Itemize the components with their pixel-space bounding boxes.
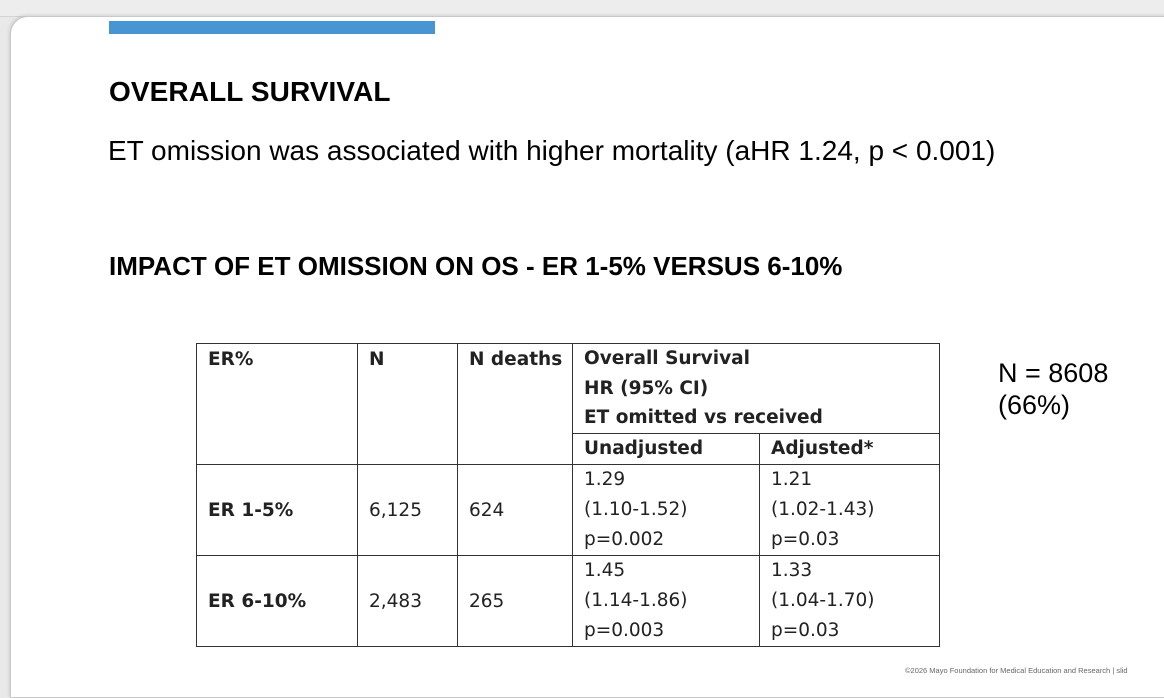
- unadjusted-p: p=0.003: [584, 620, 665, 641]
- header-os-line3: ET omitted vs received: [584, 407, 823, 428]
- header-n-deaths-label: N deaths: [469, 349, 563, 370]
- row-n: 2,483: [357, 555, 458, 647]
- row-adjusted: 1.33 (1.04-1.70) p=0.03: [759, 555, 940, 647]
- adjusted-hr: 1.33: [771, 560, 813, 581]
- unadjusted-p: p=0.002: [584, 529, 665, 550]
- adjusted-p: p=0.03: [771, 529, 840, 550]
- unadjusted-ci: (1.10-1.52): [584, 499, 688, 520]
- header-er: ER%: [196, 343, 358, 465]
- results-table: ER% N N deaths Overall Survival HR (95% …: [196, 343, 940, 647]
- header-os-line2: HR (95% CI): [584, 377, 709, 399]
- copyright-footer: ©2026 Mayo Foundation for Medical Educat…: [905, 666, 1128, 675]
- table-row: ER 6-10% 2,483 265 1.45 (1.14-1.86) p=0.…: [196, 555, 940, 647]
- adjusted-ci: (1.04-1.70): [771, 590, 875, 611]
- row-n: 6,125: [357, 464, 458, 556]
- header-er-label: ER%: [208, 349, 254, 370]
- row-er: ER 6-10%: [196, 555, 358, 647]
- row-er: ER 1-5%: [196, 464, 358, 556]
- header-n-label: N: [369, 349, 385, 370]
- table-subheader-row: Unadjusted Adjusted*: [197, 433, 940, 465]
- adjusted-ci: (1.02-1.43): [771, 499, 875, 520]
- row-unadjusted: 1.29 (1.10-1.52) p=0.002: [572, 464, 760, 556]
- row-adjusted: 1.21 (1.02-1.43) p=0.03: [759, 464, 940, 556]
- lead-text: ET omission was associated with higher m…: [108, 135, 996, 166]
- adjusted-p: p=0.03: [771, 620, 840, 641]
- header-unadjusted-label: Unadjusted: [584, 438, 704, 459]
- row-n-deaths: 624: [457, 464, 573, 556]
- table-heading: IMPACT OF ET OMISSION ON OS - ER 1-5% VE…: [109, 251, 843, 281]
- accent-bar: [109, 21, 435, 34]
- adjusted-hr: 1.21: [771, 469, 813, 490]
- unadjusted-hr: 1.45: [584, 560, 626, 581]
- header-n: N: [357, 343, 458, 465]
- unadjusted-hr: 1.29: [584, 469, 626, 490]
- row-unadjusted: 1.45 (1.14-1.86) p=0.003: [572, 555, 760, 647]
- sample-size-note: N = 8608 (66%): [998, 357, 1108, 421]
- header-adjusted: Adjusted*: [759, 433, 940, 465]
- header-n-deaths: N deaths: [457, 343, 573, 465]
- row-n-deaths: 265: [457, 555, 573, 647]
- header-adjusted-label: Adjusted*: [771, 438, 874, 459]
- unadjusted-ci: (1.14-1.86): [584, 590, 688, 611]
- sample-size-count: N = 8608: [998, 358, 1109, 388]
- header-os-line1: Overall Survival: [584, 348, 750, 369]
- slide-heading: OVERALL SURVIVAL: [109, 76, 391, 107]
- header-overall-survival: Overall Survival HR (95% CI) ET omitted …: [572, 343, 940, 434]
- header-unadjusted: Unadjusted: [572, 433, 760, 465]
- sample-size-percent: (66%): [998, 390, 1071, 420]
- table-header-row: ER% N N deaths Overall Survival HR (95% …: [196, 343, 940, 465]
- table-row: ER 1-5% 6,125 624 1.29 (1.10-1.52) p=0.0…: [196, 464, 940, 556]
- top-strip: [0, 0, 1164, 17]
